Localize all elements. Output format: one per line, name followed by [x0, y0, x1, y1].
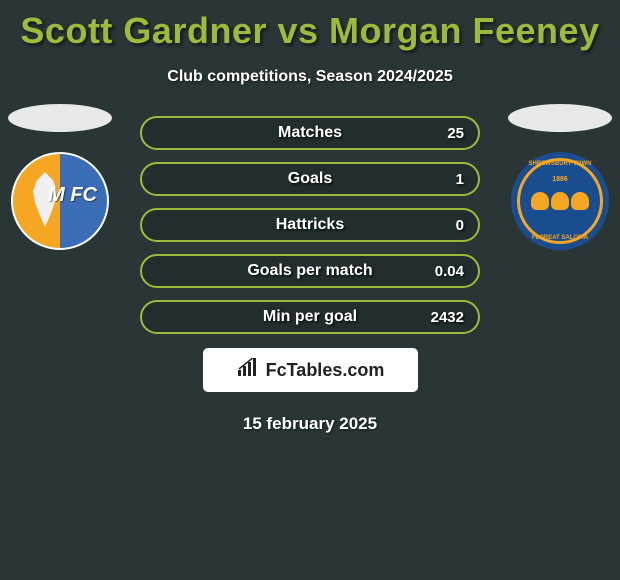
player-left-avatar-placeholder: [8, 104, 112, 132]
stat-label: Matches: [278, 124, 342, 142]
stat-label: Goals per match: [247, 262, 372, 280]
stat-value-right: 1: [456, 171, 464, 188]
club-badge-left-initials: M FC: [48, 184, 97, 207]
footer-brand-badge: FcTables.com: [203, 348, 418, 392]
player-right-avatar-placeholder: [508, 104, 612, 132]
stat-value-right: 25: [447, 125, 464, 142]
stat-row-goals-per-match: Goals per match 0.04: [140, 254, 480, 288]
footer-date: 15 february 2025: [0, 414, 620, 434]
club-badge-left: M FC: [11, 152, 109, 250]
club-badge-right-year: 1886: [552, 176, 568, 183]
stat-label: Min per goal: [263, 308, 357, 326]
bar-chart-icon: [236, 358, 260, 383]
page-title: Scott Gardner vs Morgan Feeney: [0, 0, 620, 52]
stat-rows: Matches 25 Goals 1 Hattricks 0 Goals per…: [140, 116, 480, 334]
club-badge-right: SHREWSBURY TOWN 1886 FLOREAT SALOPIA: [511, 152, 609, 250]
club-badge-right-bottom-text: FLOREAT SALOPIA: [517, 235, 603, 241]
stat-row-matches: Matches 25: [140, 116, 480, 150]
player-left-column: M FC: [5, 104, 115, 250]
stat-value-right: 0: [456, 217, 464, 234]
stat-row-min-per-goal: Min per goal 2432: [140, 300, 480, 334]
stat-row-goals: Goals 1: [140, 162, 480, 196]
stat-label: Hattricks: [276, 216, 344, 234]
stat-value-right: 2432: [431, 309, 464, 326]
stat-value-right: 0.04: [435, 263, 464, 280]
player-right-column: SHREWSBURY TOWN 1886 FLOREAT SALOPIA: [505, 104, 615, 250]
subtitle: Club competitions, Season 2024/2025: [0, 68, 620, 86]
stats-area: M FC SHREWSBURY TOWN 1886 FLOREAT SALOPI…: [0, 116, 620, 334]
stat-label: Goals: [288, 170, 332, 188]
club-badge-right-top-text: SHREWSBURY TOWN: [517, 161, 603, 167]
stat-row-hattricks: Hattricks 0: [140, 208, 480, 242]
footer-brand-text: FcTables.com: [266, 360, 385, 381]
